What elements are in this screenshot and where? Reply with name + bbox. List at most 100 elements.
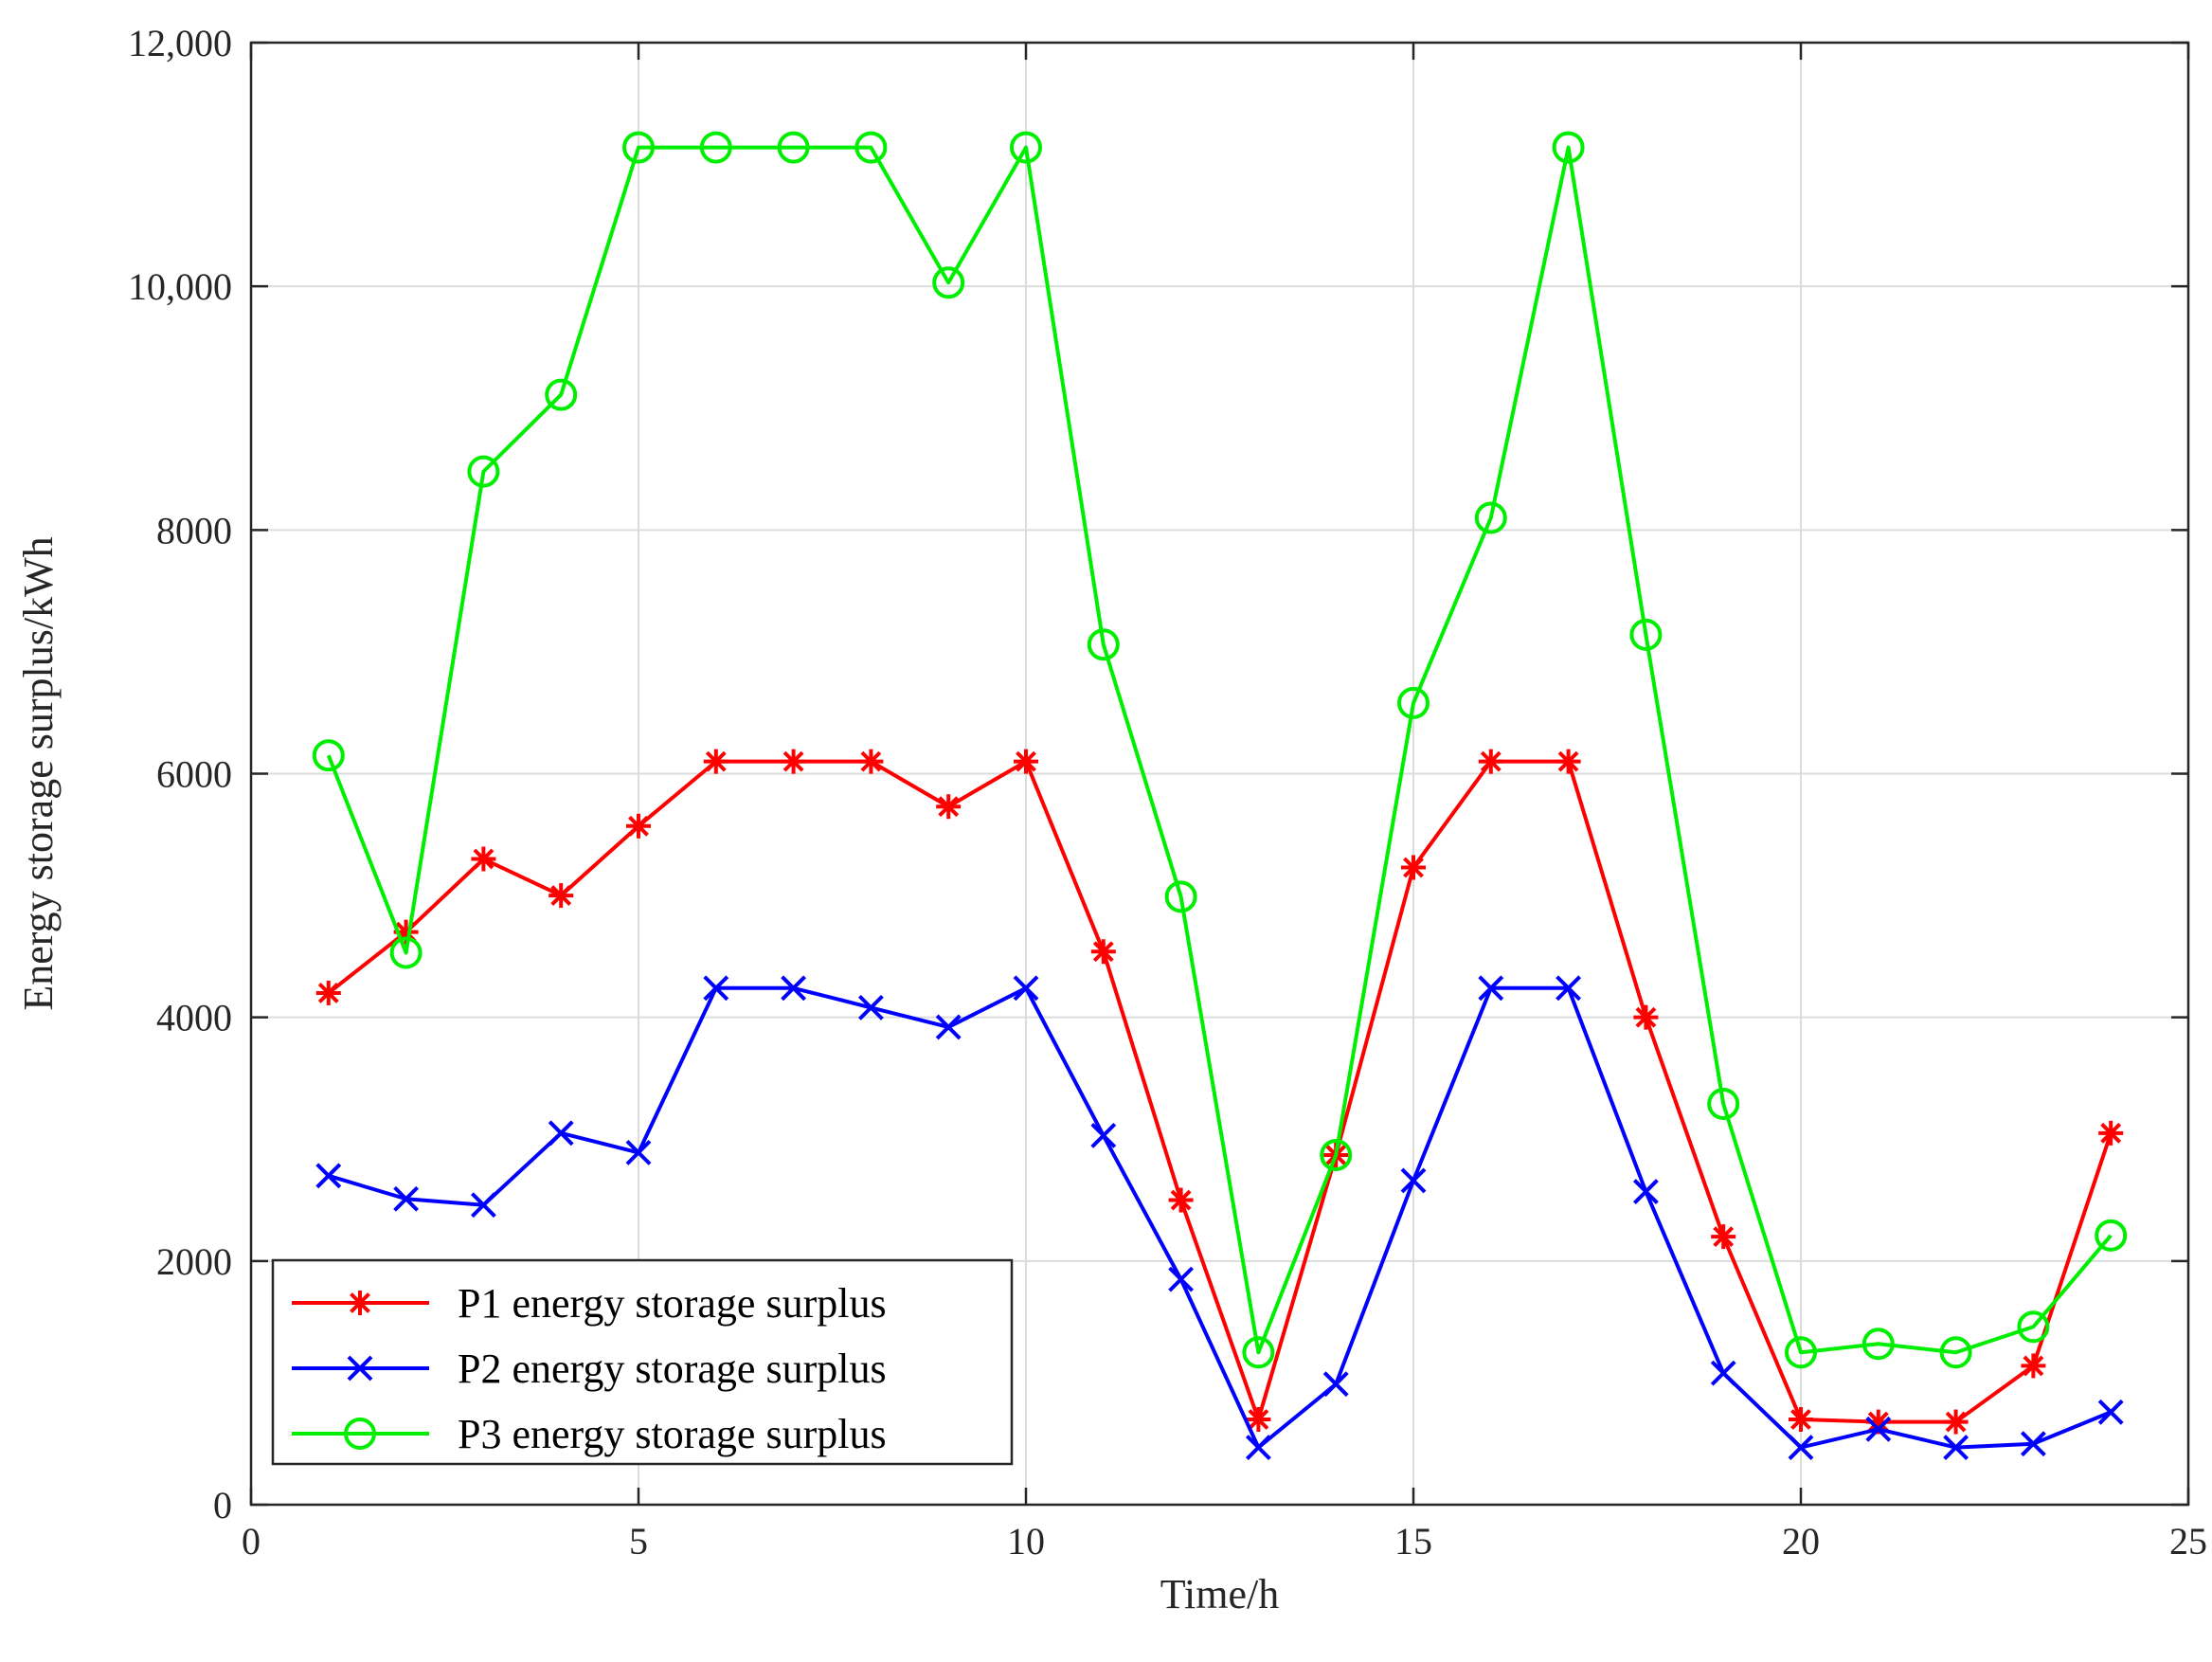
data-point	[549, 883, 574, 909]
data-point	[393, 1185, 420, 1212]
data-point	[1556, 749, 1581, 774]
data-point	[1710, 1360, 1736, 1386]
data-point	[1087, 628, 1120, 661]
data-point	[1320, 1138, 1353, 1171]
data-point	[1013, 975, 1039, 1002]
legend-item-3: P3 energy storage surplus	[292, 1411, 887, 1457]
data-point	[1242, 1336, 1275, 1369]
series-group	[312, 131, 2128, 1460]
data-point	[1556, 975, 1582, 1002]
data-point	[1246, 1406, 1271, 1432]
axis-ticks: 0 5 10 15 20 25 0 2000 4000 6000 8000 10,000 12,000	[128, 22, 2207, 1563]
data-point	[1474, 501, 1507, 534]
legend-label: P3 energy storage surplus	[458, 1411, 887, 1457]
data-point	[2097, 1399, 2124, 1425]
data-point	[545, 378, 578, 411]
data-point	[854, 131, 888, 164]
y-tick-label: 4000	[156, 997, 232, 1039]
y-axis-label: Energy storage surplus/kWh	[15, 536, 62, 1010]
y-tick-label: 2000	[156, 1240, 232, 1283]
data-point	[935, 1014, 962, 1040]
data-point	[936, 794, 962, 820]
data-point	[312, 739, 345, 772]
series-3	[312, 131, 2128, 1369]
legend-box	[271, 1258, 1014, 1466]
data-point	[389, 936, 423, 969]
data-point	[781, 749, 806, 774]
legend: P1 energy storage surplus P2 energy stora…	[271, 1258, 1014, 1466]
data-point	[1707, 1087, 1740, 1120]
data-point	[1629, 618, 1663, 651]
series-2	[315, 975, 2124, 1460]
data-point	[1633, 1004, 1659, 1030]
data-point	[1400, 1167, 1427, 1194]
data-point	[1552, 131, 1585, 164]
x-tick-label: 25	[2169, 1520, 2207, 1563]
data-point	[1785, 1336, 1817, 1369]
data-point	[1168, 1266, 1195, 1292]
y-tick-label: 0	[213, 1484, 232, 1527]
data-point	[1322, 1371, 1349, 1398]
data-point	[315, 1163, 342, 1189]
data-point	[471, 846, 496, 872]
series-line-1	[327, 759, 2113, 1424]
x-tick-label: 20	[1782, 1520, 1820, 1563]
data-point	[626, 813, 651, 839]
x-tick-label: 0	[242, 1520, 261, 1563]
data-point	[1397, 686, 1430, 719]
data-point	[1861, 1328, 1895, 1361]
legend-label: P2 energy storage surplus	[458, 1346, 887, 1392]
data-point	[1245, 1435, 1271, 1460]
data-point	[625, 1139, 652, 1165]
y-tick-label: 6000	[156, 753, 232, 796]
legend-marker	[344, 1418, 376, 1450]
y-tick-label: 8000	[156, 509, 232, 551]
data-point	[1090, 939, 1116, 965]
data-point	[699, 131, 732, 164]
data-point	[2021, 1353, 2046, 1379]
data-point	[857, 994, 884, 1021]
data-point	[1789, 1406, 1813, 1432]
data-point	[858, 749, 884, 774]
data-point	[777, 131, 810, 164]
data-point	[2020, 1431, 2046, 1457]
data-point	[1711, 1224, 1736, 1250]
data-point	[1014, 749, 1038, 774]
data-point	[548, 1120, 574, 1147]
legend-item-1: P1 energy storage surplus	[292, 1280, 887, 1327]
series-1	[315, 749, 2124, 1435]
legend-label: P1 energy storage surplus	[458, 1280, 887, 1327]
data-point	[1090, 1122, 1117, 1148]
x-tick-label: 5	[629, 1520, 648, 1563]
y-tick-label: 10,000	[128, 265, 232, 308]
data-point	[1168, 1187, 1194, 1213]
legend-marker	[347, 1355, 373, 1382]
data-point	[1939, 1336, 1972, 1369]
data-point	[1943, 1435, 1969, 1460]
y-tick-label: 12,000	[128, 22, 232, 64]
legend-item-2: P2 energy storage surplus	[292, 1346, 887, 1392]
data-point	[1788, 1435, 1814, 1460]
data-point	[1943, 1409, 1969, 1435]
data-point	[703, 749, 728, 774]
data-point	[467, 455, 500, 488]
data-point	[2098, 1120, 2124, 1146]
data-point	[2095, 1219, 2128, 1252]
data-point	[1401, 855, 1426, 880]
data-point	[932, 266, 965, 299]
data-point	[622, 131, 655, 164]
data-point	[470, 1192, 496, 1219]
data-point	[315, 980, 341, 1005]
legend-marker	[348, 1291, 372, 1315]
x-tick-label: 10	[1007, 1520, 1045, 1563]
data-point	[1164, 880, 1197, 913]
x-tick-label: 15	[1394, 1520, 1432, 1563]
data-point	[1478, 975, 1504, 1002]
data-point	[703, 975, 729, 1002]
data-point	[1478, 749, 1503, 774]
data-point	[781, 975, 807, 1002]
data-point	[1010, 131, 1042, 164]
x-axis-label: Time/h	[1160, 1571, 1280, 1617]
data-point	[1865, 1416, 1892, 1442]
